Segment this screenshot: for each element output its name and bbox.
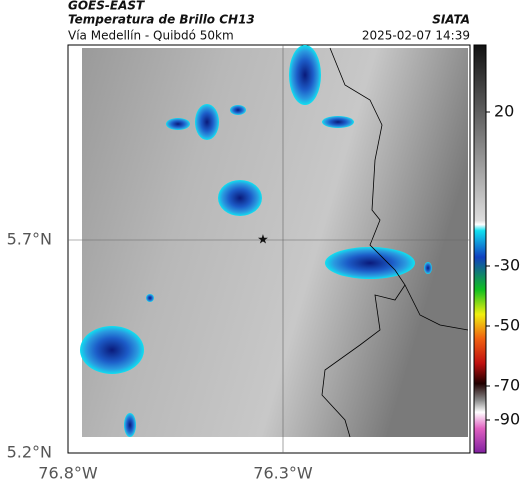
- clouds: [80, 45, 432, 437]
- border: [404, 284, 469, 331]
- colorbar-tick-label: -30: [494, 256, 520, 275]
- lat-tick-label: 5.7°N: [7, 230, 52, 249]
- org: SIATA: [432, 13, 470, 27]
- source: GOES-EAST: [68, 0, 145, 13]
- map-panel: ★: [67, 44, 471, 454]
- lon-tick-label: 76.8°W: [38, 464, 98, 483]
- datetime: 2025-02-07 14:39: [362, 29, 470, 43]
- lat-tick-label: 5.2°N: [7, 443, 52, 462]
- header: GOES-EAST Temperatura de Brillo CH13 Vía…: [68, 0, 470, 43]
- site-marker: ★: [257, 233, 269, 248]
- lon-tick-label: 76.3°W: [253, 464, 313, 483]
- colorbar-tick-label: -50: [494, 316, 520, 335]
- colorbar: [473, 44, 487, 454]
- tick-labels: 5.7°N 5.2°N 76.8°W 76.3°W 20 -30 -50 -70 -90: [7, 102, 521, 483]
- colorbar-tick-label: 20: [494, 102, 514, 121]
- region: Vía Medellín - Quibdó 50km: [68, 29, 234, 43]
- product: Temperatura de Brillo CH13: [68, 13, 255, 27]
- imagery: [82, 48, 468, 437]
- coastline: [321, 47, 406, 438]
- colorbar-tick-label: -70: [494, 376, 520, 395]
- colorbar-tick-label: -90: [494, 410, 520, 429]
